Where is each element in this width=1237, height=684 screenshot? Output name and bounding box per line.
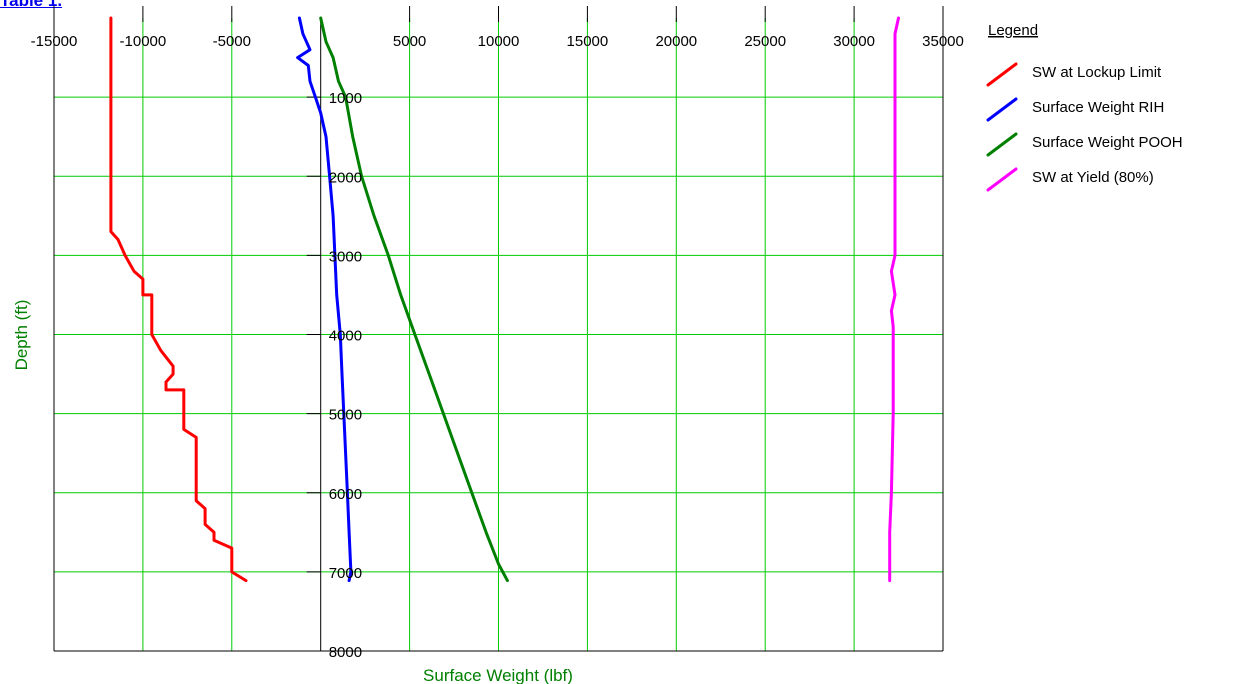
legend-swatch: [986, 97, 1018, 122]
legend-title: Legend: [988, 22, 1038, 39]
x-tick-label: 5000: [393, 33, 426, 50]
x-tick-label: -15000: [31, 33, 78, 50]
series-line-4: [888, 16, 900, 583]
series-line-2: [296, 16, 353, 583]
legend-swatch: [986, 62, 1018, 87]
y-tick-label: 4000: [329, 328, 362, 345]
chart-axes: [53, 6, 944, 652]
y-axis-title: Depth (ft): [12, 300, 31, 371]
x-tick-label: 30000: [833, 33, 875, 50]
chart-grid: [53, 18, 944, 652]
x-axis-title: Surface Weight (lbf): [423, 666, 573, 684]
chart-series: [109, 16, 900, 583]
legend-swatch: [986, 167, 1018, 192]
legend-label: Surface Weight RIH: [1032, 99, 1164, 116]
y-tick-label: 6000: [329, 486, 362, 503]
x-tick-label: 20000: [655, 33, 697, 50]
legend-label: Surface Weight POOH: [1032, 134, 1183, 151]
legend: Legend SW at Lockup Limit Surface Weight …: [986, 22, 1183, 192]
y-tick-label: 1000: [329, 90, 362, 107]
x-tick-labels: -15000 -10000 -5000 5000 10000 15000 20000 2500…: [31, 33, 964, 50]
x-tick-label: 35000: [922, 33, 964, 50]
legend-swatch: [986, 132, 1018, 157]
y-tick-label: 7000: [329, 565, 362, 582]
x-tick-label: -10000: [120, 33, 167, 50]
table-link[interactable]: Table 1.: [0, 0, 63, 10]
y-tick-label: 2000: [329, 169, 362, 186]
legend-label: SW at Yield (80%): [1032, 169, 1154, 186]
y-tick-label: 8000: [329, 644, 362, 661]
series-line-1: [109, 16, 248, 583]
legend-label: SW at Lockup Limit: [1032, 64, 1162, 81]
x-tick-label: 10000: [478, 33, 520, 50]
x-tick-label: 25000: [744, 33, 786, 50]
series-line-3: [319, 16, 509, 583]
x-tick-label: 15000: [567, 33, 609, 50]
x-tick-label: -5000: [213, 33, 251, 50]
y-tick-label: 5000: [329, 407, 362, 424]
y-tick-label: 3000: [329, 248, 362, 265]
y-tick-labels: 1000 2000 3000 4000 5000 6000 7000 8000: [329, 90, 362, 661]
